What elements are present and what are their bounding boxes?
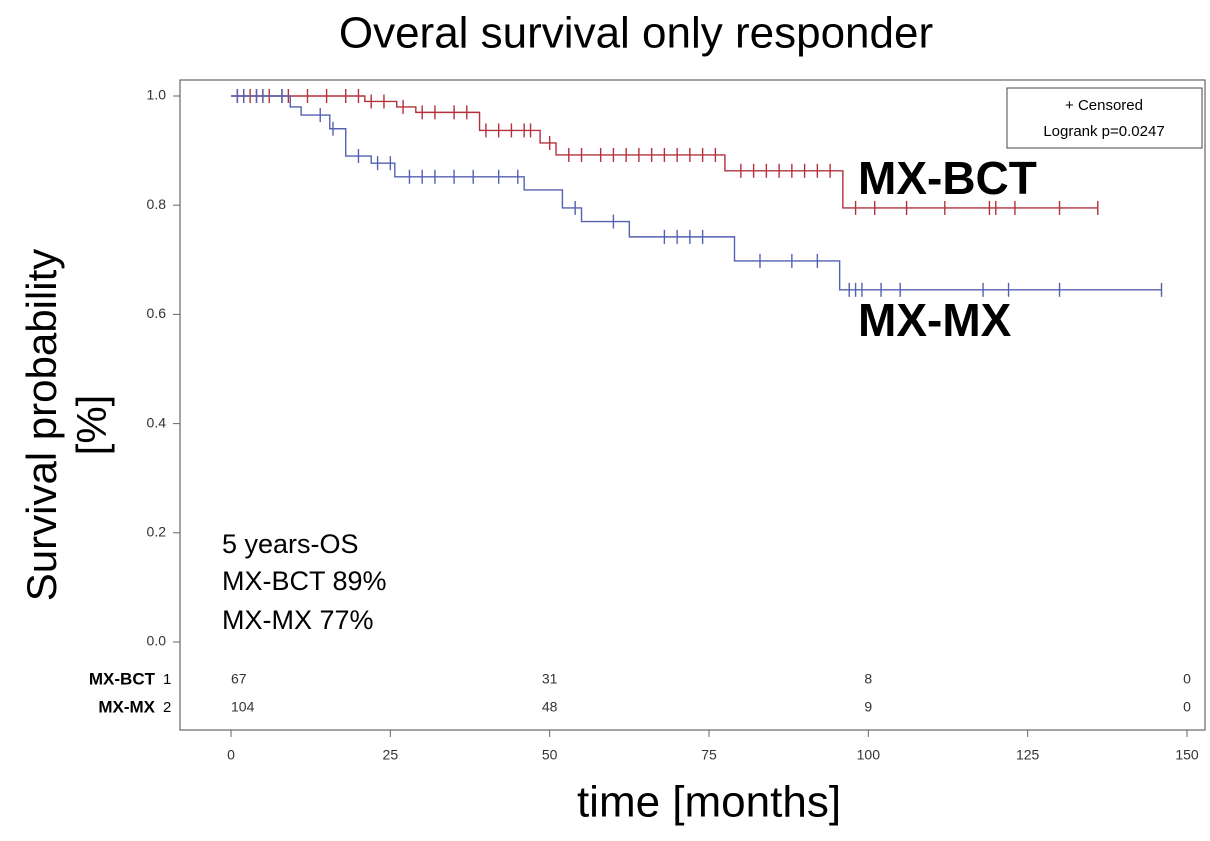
- legend-box: [1006, 87, 1203, 149]
- at-risk-value: 0: [1183, 671, 1191, 687]
- at-risk-value: 104: [231, 699, 255, 715]
- annotation: MX-BCT 89%: [222, 566, 387, 596]
- x-tick-label: 75: [701, 747, 717, 763]
- survival-curve: [231, 95, 1162, 291]
- y-tick-label: 0.4: [147, 414, 167, 430]
- at-risk-value: 0: [1183, 699, 1191, 715]
- y-tick-label: 0.8: [147, 196, 167, 212]
- y-axis-label: Survival probability [%]: [18, 249, 115, 602]
- survival-curve: [231, 95, 1098, 209]
- legend-text: Logrank p=0.0247: [1043, 123, 1164, 140]
- at-risk-value: 31: [542, 671, 558, 687]
- y-tick-label: 0.2: [147, 524, 167, 540]
- plot-frame: [179, 79, 1206, 731]
- x-tick-label: 150: [1175, 747, 1199, 763]
- y-axis-label-line: Survival probability: [18, 249, 65, 602]
- x-tick-label: 25: [383, 747, 399, 763]
- y-tick-label: 0.0: [147, 633, 167, 649]
- series-label: MX-BCT: [858, 152, 1037, 204]
- at-risk-name: MX-BCT: [89, 669, 156, 688]
- series-label: MX-MX: [858, 294, 1012, 346]
- annotation: MX-MX 77%: [222, 605, 374, 635]
- x-tick-label: 0: [227, 747, 235, 763]
- y-axis-label-line: [%]: [68, 395, 115, 456]
- at-risk-value: 48: [542, 699, 558, 715]
- x-tick-label: 125: [1016, 747, 1040, 763]
- x-tick-label: 100: [857, 747, 881, 763]
- at-risk-index: 2: [163, 699, 171, 716]
- x-tick-label: 50: [542, 747, 558, 763]
- at-risk-value: 67: [231, 671, 247, 687]
- y-tick-label: 1.0: [147, 87, 167, 103]
- at-risk-index: 1: [163, 671, 171, 688]
- y-tick-label: 0.6: [147, 305, 167, 321]
- at-risk-value: 9: [864, 699, 872, 715]
- at-risk-name: MX-MX: [98, 697, 155, 716]
- annotation: 5 years-OS: [222, 529, 359, 559]
- legend-text: + Censored: [1065, 97, 1143, 114]
- at-risk-value: 8: [864, 671, 872, 687]
- chart-title: Overal survival only responder: [339, 9, 933, 58]
- x-axis-label: time [months]: [577, 778, 841, 827]
